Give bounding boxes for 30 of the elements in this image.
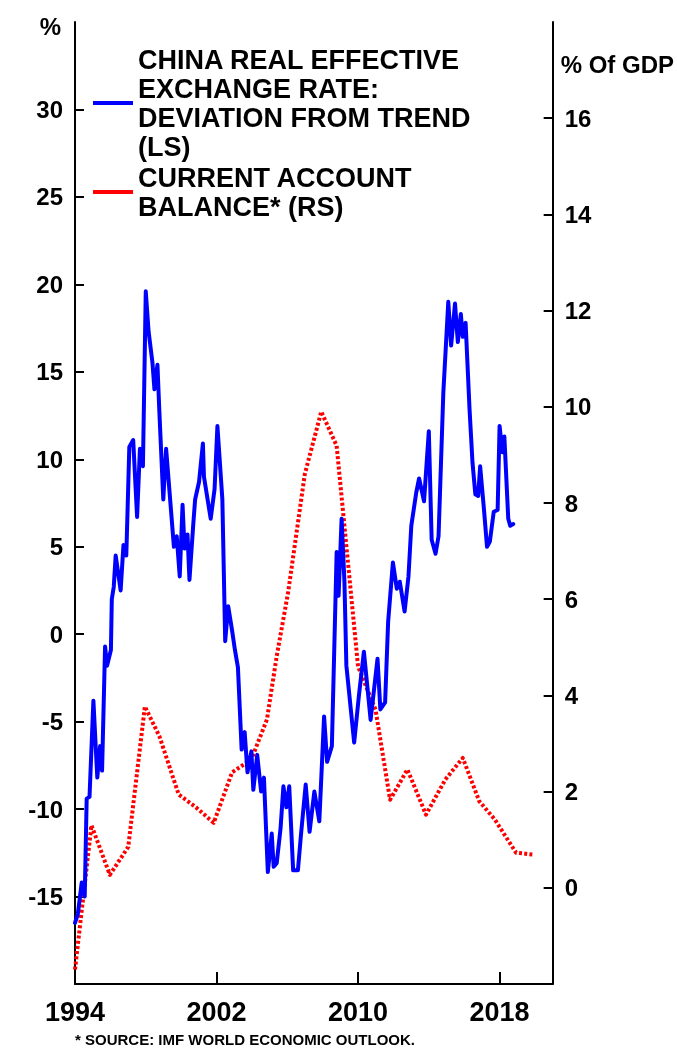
y-tick-label: -5 bbox=[41, 708, 63, 736]
y2-tick-label: 12 bbox=[564, 297, 592, 325]
x-tick-label: 2010 bbox=[328, 996, 389, 1027]
y2-tick-label: 8 bbox=[564, 489, 579, 517]
x-tick-label: 2002 bbox=[186, 996, 247, 1027]
y2-tick-label: 0 bbox=[564, 874, 579, 902]
y-tick-label: 30 bbox=[36, 95, 63, 123]
y2-tick-label: 14 bbox=[564, 200, 592, 228]
y2-axis-title: % Of GDP bbox=[560, 50, 674, 78]
y-tick-label: 10 bbox=[36, 445, 63, 473]
y2-tick-label: 2 bbox=[564, 778, 579, 806]
y-tick-label: -10 bbox=[28, 795, 63, 823]
y-tick-label: 25 bbox=[36, 183, 63, 211]
y2-tick-label: 4 bbox=[564, 681, 579, 709]
y2-tick-label: 6 bbox=[564, 585, 579, 613]
legend-label: CURRENT ACCOUNT BALANCE* (RS) bbox=[138, 162, 419, 222]
y-tick-label: 0 bbox=[49, 620, 63, 648]
line-series bbox=[73, 409, 536, 972]
x-tick-label: 1994 bbox=[44, 996, 106, 1027]
y-tick-label: 15 bbox=[36, 358, 63, 386]
legend-label: CHINA REAL EFFECTIVE EXCHANGE RATE: DEVIATION FROM TREND (LS) bbox=[138, 44, 478, 162]
y-axis-title: % bbox=[39, 12, 61, 40]
text: * SOURCE: IMF WORLD ECONOMIC OUTLOOK. bbox=[75, 1031, 415, 1048]
y-tick-label: 5 bbox=[49, 533, 63, 561]
y-tick-label: -15 bbox=[28, 883, 63, 911]
y2-tick-label: 16 bbox=[564, 104, 592, 132]
x-tick-label: 2018 bbox=[469, 996, 530, 1027]
y-tick-label: 20 bbox=[36, 270, 63, 298]
y2-tick-label: 10 bbox=[564, 393, 592, 421]
line-series bbox=[73, 289, 516, 925]
